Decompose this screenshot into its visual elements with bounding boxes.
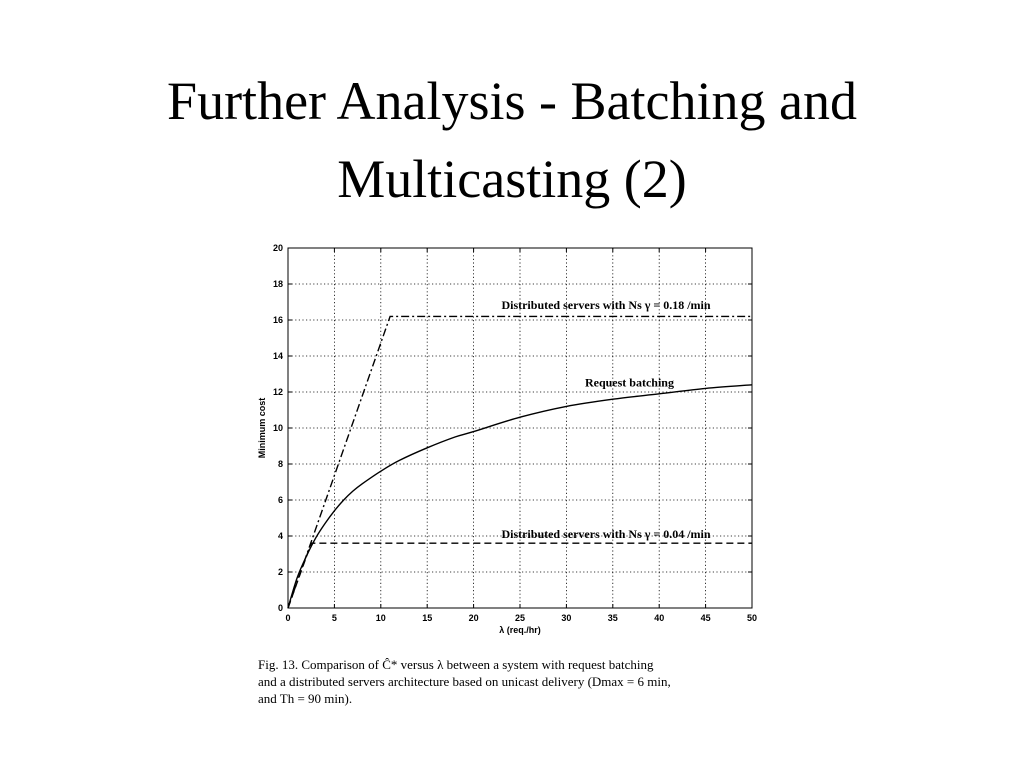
caption-line-2: and a distributed servers architecture b… <box>258 674 671 689</box>
y-axis-label: Minimum cost <box>257 398 267 459</box>
caption-line-3: and Th = 90 min). <box>258 691 353 706</box>
minimum-cost-chart: 0 5 10 15 20 25 30 35 40 45 50 0 2 4 6 8 10 12 14 16 18 20 Di… <box>257 243 757 635</box>
x-tick-label: 0 <box>285 613 290 623</box>
y-tick-label: 0 <box>278 603 283 613</box>
y-tick-label: 2 <box>278 567 283 577</box>
y-tick-label: 8 <box>278 459 283 469</box>
chart-ticks: 0 5 10 15 20 25 30 35 40 45 50 0 2 4 6 8 10 12 14 16 18 20 <box>273 243 757 623</box>
chart-grid <box>288 248 752 608</box>
chart-figure: 0 5 10 15 20 25 30 35 40 45 50 0 2 4 6 8 10 12 14 16 18 20 Di… <box>250 238 770 638</box>
x-tick-label: 50 <box>747 613 757 623</box>
chart-annotations: Distributed servers with Ns γ = 0.18 /mi… <box>501 298 710 541</box>
x-tick-label: 45 <box>701 613 711 623</box>
series-line-0 <box>287 384 753 609</box>
y-tick-label: 16 <box>273 315 283 325</box>
y-tick-label: 6 <box>278 495 283 505</box>
x-axis-label: λ (req./hr) <box>499 625 541 635</box>
x-tick-label: 35 <box>608 613 618 623</box>
chart-series <box>287 315 753 609</box>
x-tick-label: 20 <box>469 613 479 623</box>
y-tick-label: 20 <box>273 243 283 253</box>
x-tick-label: 15 <box>422 613 432 623</box>
y-tick-label: 14 <box>273 351 283 361</box>
caption-line-1: Fig. 13. Comparison of Ĉ* versus λ betwe… <box>258 657 654 672</box>
x-tick-label: 5 <box>332 613 337 623</box>
slide-title-line-2: Multicasting (2) <box>337 149 687 209</box>
slide-title-line-1: Further Analysis - Batching and <box>167 71 857 131</box>
slide-title: Further Analysis - Batching and Multicas… <box>0 62 1024 218</box>
figure-caption: Fig. 13. Comparison of Ĉ* versus λ betwe… <box>258 656 768 707</box>
y-tick-label: 18 <box>273 279 283 289</box>
series-annotation: Distributed servers with Ns γ = 0.04 /mi… <box>501 527 710 541</box>
series-annotation: Request batching <box>585 376 674 390</box>
x-tick-label: 10 <box>376 613 386 623</box>
x-tick-label: 30 <box>561 613 571 623</box>
series-annotation: Distributed servers with Ns γ = 0.18 /mi… <box>501 298 710 312</box>
x-tick-label: 25 <box>515 613 525 623</box>
series-line-2 <box>287 542 752 609</box>
y-tick-label: 4 <box>278 531 283 541</box>
y-tick-label: 12 <box>273 387 283 397</box>
x-tick-label: 40 <box>654 613 664 623</box>
y-tick-label: 10 <box>273 423 283 433</box>
series-line-1 <box>287 315 752 609</box>
